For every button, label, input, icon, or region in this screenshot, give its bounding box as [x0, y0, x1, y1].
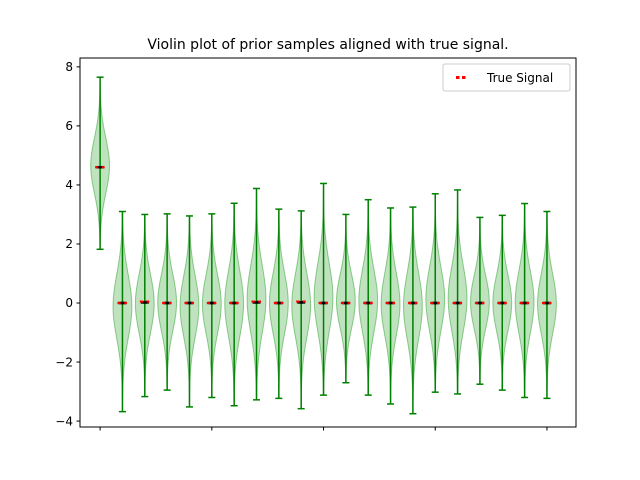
axes-frame	[79, 57, 577, 428]
y-tick-label-6: 8	[65, 60, 73, 74]
legend: True Signal	[442, 63, 571, 92]
legend-box	[442, 63, 571, 92]
y-tick-label-2: 0	[65, 296, 73, 310]
legend-label: True Signal	[486, 71, 553, 85]
y-tick-label-5: 6	[65, 119, 73, 133]
y-tick-label-0: −4	[55, 414, 73, 428]
y-tick-label-4: 4	[65, 178, 73, 192]
plot-area: −4 −2 0 2 4 6 8	[55, 57, 577, 431]
chart-title: Violin plot of prior samples aligned wit…	[147, 37, 508, 53]
y-tick-label-1: −2	[55, 355, 73, 369]
y-tick-label-3: 2	[65, 237, 73, 251]
